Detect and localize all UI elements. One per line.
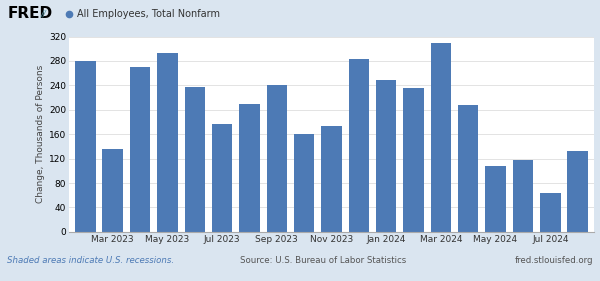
Bar (212, 124, 232, 232)
Bar (321, 126, 342, 232)
Bar (75, 61, 95, 232)
Bar (185, 87, 205, 232)
Bar (485, 166, 506, 232)
Text: fred.stlouisfed.org: fred.stlouisfed.org (514, 256, 593, 266)
Text: Shaded areas indicate U.S. recessions.: Shaded areas indicate U.S. recessions. (7, 256, 175, 266)
Y-axis label: Change, Thousands of Persons: Change, Thousands of Persons (36, 65, 45, 203)
Bar (294, 134, 314, 232)
Bar (239, 104, 260, 232)
Bar (431, 43, 451, 232)
Text: //: // (41, 9, 47, 19)
Bar (349, 59, 369, 232)
Bar (540, 193, 560, 232)
Bar (568, 151, 588, 232)
Bar (130, 67, 151, 232)
Bar (157, 53, 178, 232)
Text: Source: U.S. Bureau of Labor Statistics: Source: U.S. Bureau of Labor Statistics (240, 256, 406, 266)
Text: FRED: FRED (7, 6, 52, 21)
Bar (458, 105, 478, 232)
Bar (512, 160, 533, 232)
Bar (266, 85, 287, 232)
Text: All Employees, Total Nonfarm: All Employees, Total Nonfarm (77, 9, 220, 19)
Bar (403, 88, 424, 232)
Bar (103, 149, 123, 232)
Bar (376, 80, 397, 232)
